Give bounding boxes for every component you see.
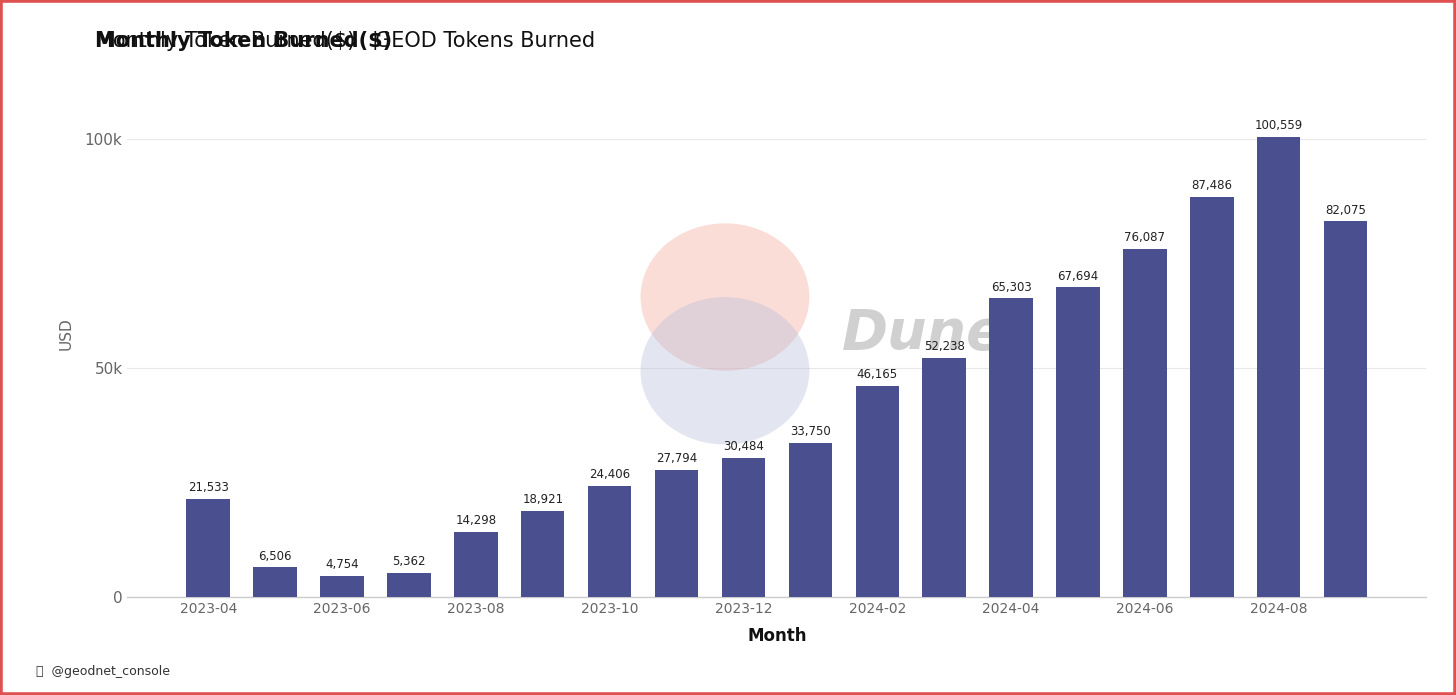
- Bar: [722, 458, 766, 597]
- Ellipse shape: [641, 223, 810, 371]
- Bar: [923, 358, 965, 597]
- Text: 67,694: 67,694: [1057, 270, 1099, 283]
- Text: Ⓡ  @geodnet_console: Ⓡ @geodnet_console: [36, 664, 170, 678]
- Ellipse shape: [641, 297, 810, 445]
- Text: 65,303: 65,303: [990, 281, 1031, 293]
- Y-axis label: USD: USD: [58, 318, 74, 350]
- Text: 6,506: 6,506: [258, 550, 291, 563]
- X-axis label: Month: Month: [747, 628, 807, 645]
- Bar: [454, 532, 498, 597]
- Text: 21,533: 21,533: [188, 481, 229, 494]
- Bar: [655, 470, 699, 597]
- Text: 30,484: 30,484: [724, 440, 764, 453]
- Bar: [186, 498, 230, 597]
- Text: 5,362: 5,362: [392, 555, 425, 568]
- Text: 27,794: 27,794: [657, 452, 697, 466]
- Text: Monthly Token Burned($)   GEOD Tokens Burned: Monthly Token Burned($) GEOD Tokens Burn…: [95, 31, 594, 51]
- Bar: [990, 298, 1032, 597]
- Bar: [789, 443, 833, 597]
- Bar: [387, 573, 431, 597]
- Text: 52,238: 52,238: [923, 341, 965, 354]
- Bar: [588, 486, 632, 597]
- Text: 4,754: 4,754: [325, 558, 358, 571]
- Bar: [1056, 287, 1099, 597]
- Bar: [1123, 249, 1166, 597]
- Bar: [253, 568, 297, 597]
- Bar: [1257, 137, 1300, 597]
- Text: 18,921: 18,921: [523, 493, 563, 506]
- Text: 33,750: 33,750: [791, 425, 831, 438]
- Text: 24,406: 24,406: [590, 468, 630, 481]
- Text: Dune: Dune: [842, 307, 1005, 361]
- Text: 14,298: 14,298: [456, 514, 496, 528]
- Bar: [320, 575, 364, 597]
- Bar: [1190, 197, 1233, 597]
- Bar: [1324, 222, 1367, 597]
- Text: 87,486: 87,486: [1191, 179, 1232, 192]
- Bar: [856, 386, 898, 597]
- Text: 82,075: 82,075: [1325, 204, 1366, 217]
- Text: 100,559: 100,559: [1255, 119, 1303, 132]
- Bar: [521, 511, 565, 597]
- Text: 76,087: 76,087: [1124, 231, 1165, 244]
- Text: Monthly Token Burned($): Monthly Token Burned($): [95, 31, 392, 51]
- Text: 46,165: 46,165: [856, 368, 898, 382]
